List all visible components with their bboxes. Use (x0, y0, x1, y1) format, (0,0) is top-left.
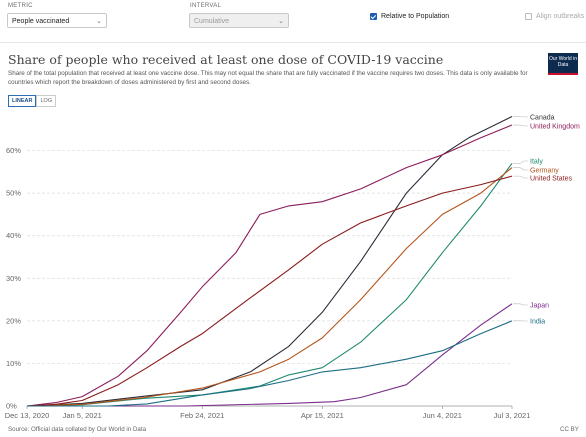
series-line-united-kingdom (26, 124, 513, 407)
y-tick-label: 0% (6, 402, 17, 411)
checkbox-checked-icon (370, 13, 377, 20)
metric-select[interactable]: People vaccinated ⌄ (7, 13, 107, 28)
y-tick-label: 60% (6, 146, 21, 155)
metric-label: METRIC (8, 3, 33, 9)
x-tick-label: Jul 3, 2021 (494, 411, 531, 420)
label-connector (513, 303, 528, 306)
chart-title: Share of people who received at least on… (8, 52, 444, 67)
y-tick-label: 20% (6, 316, 21, 325)
scale-toggle: LINEAR LOG (8, 95, 57, 107)
y-tick-label: 40% (6, 231, 21, 240)
metric-value: People vaccinated (12, 18, 70, 25)
series-label: United Kingdom (530, 124, 580, 131)
x-tick-label: Jun 4, 2021 (423, 411, 462, 420)
series-label: India (530, 319, 545, 326)
interval-value: Cumulative (194, 18, 230, 25)
series-line-germany (26, 167, 513, 407)
x-tick-label: Feb 24, 2021 (180, 411, 224, 420)
interval-label: INTERVAL (190, 3, 222, 9)
x-tick-label: Dec 13, 2020 (5, 411, 50, 420)
y-tick-label: 30% (6, 274, 21, 283)
series-label: Canada (530, 115, 555, 122)
relative-label: Relative to Population (381, 13, 450, 20)
chevron-down-icon: ⌄ (278, 18, 284, 25)
source-note: Source: Official data collated by Our Wo… (8, 426, 147, 433)
series-line-italy (26, 162, 513, 407)
label-connector (513, 167, 528, 171)
chevron-down-icon: ⌄ (96, 18, 102, 25)
series-label: Italy (530, 159, 543, 166)
series-line-united-states (26, 175, 513, 407)
checkbox-icon (525, 13, 532, 20)
label-connector (513, 124, 528, 127)
series-label: United States (530, 176, 573, 183)
divider (0, 42, 586, 43)
align-outbreaks-checkbox[interactable]: Align outbreaks (525, 13, 584, 20)
series-label: Japan (530, 303, 549, 310)
chart-subtitle: Share of the total population that recei… (8, 70, 528, 86)
x-tick-label: Apr 15, 2021 (301, 411, 344, 420)
interval-select[interactable]: Cumulative ⌄ (189, 13, 289, 28)
series-line-japan (27, 303, 513, 407)
series-label: Germany (530, 168, 559, 175)
y-tick-label: 10% (6, 359, 21, 368)
owid-logo[interactable]: Our World in Data (548, 53, 578, 75)
relative-to-population-checkbox[interactable]: Relative to Population (370, 13, 449, 20)
label-connector (513, 160, 528, 164)
label-connector (513, 175, 528, 179)
log-scale-button[interactable]: LOG (36, 95, 57, 107)
series-line-india (27, 320, 513, 407)
linear-scale-button[interactable]: LINEAR (8, 95, 37, 107)
align-label: Align outbreaks (536, 13, 585, 20)
y-tick-label: 50% (6, 189, 21, 198)
x-tick-label: Jan 5, 2021 (63, 411, 102, 420)
series-line-canada (26, 116, 513, 407)
license-link[interactable]: CC BY (560, 426, 579, 433)
